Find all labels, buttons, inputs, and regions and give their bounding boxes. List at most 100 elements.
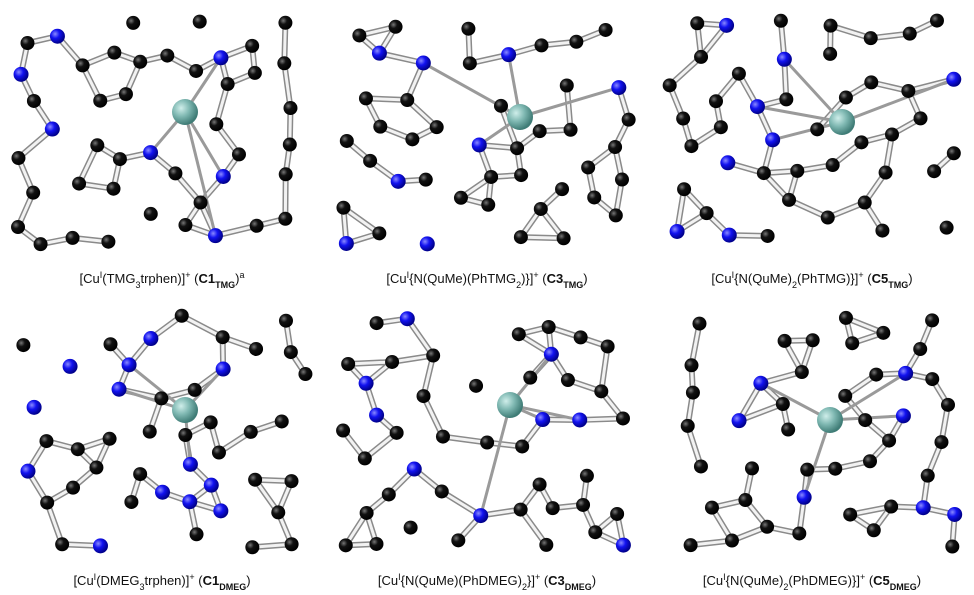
nitrogen-atom — [359, 376, 374, 391]
carbon-atom — [921, 469, 935, 483]
carbon-atom — [845, 336, 859, 350]
nitrogen-atom — [416, 56, 431, 71]
carbon-atom — [188, 383, 202, 397]
carbon-atom — [190, 527, 204, 541]
carbon-atom — [824, 19, 838, 33]
carbon-atom — [810, 122, 824, 136]
carbon-atom — [283, 138, 297, 152]
carbon-atom — [560, 79, 574, 93]
carbon-atom — [609, 208, 623, 222]
caption-part: DMEG — [890, 582, 917, 592]
caption-part: C1 — [203, 573, 220, 588]
carbon-atom — [245, 39, 259, 53]
nitrogen-atom — [50, 29, 65, 44]
carbon-atom — [677, 182, 691, 196]
caption: [CuI(DMEG3trphen)]+ (C1DMEG) — [73, 572, 250, 592]
carbon-atom — [454, 191, 468, 205]
caption-part: {N(QuMe)(PhTMG — [409, 271, 516, 286]
carbon-atom — [800, 463, 814, 477]
caption-part: [Cu — [386, 271, 406, 286]
carbon-atom — [945, 540, 959, 554]
coordination-bond — [481, 405, 510, 516]
nitrogen-atom — [572, 412, 587, 427]
carbon-atom — [126, 16, 140, 30]
carbon-atom — [373, 120, 387, 134]
carbon-atom — [382, 487, 396, 501]
carbon-atom — [925, 372, 939, 386]
carbon-atom — [16, 338, 30, 352]
carbon-atom — [745, 461, 759, 475]
carbon-atom — [275, 414, 289, 428]
copper-atom — [172, 99, 198, 125]
molecule-panel — [11, 15, 297, 252]
carbon-atom — [863, 454, 877, 468]
carbon-atom — [71, 442, 85, 456]
carbon-atom — [279, 167, 293, 181]
nitrogen-atom — [93, 538, 108, 553]
nitrogen-atom — [216, 362, 231, 377]
nitrogen-atom — [947, 507, 962, 522]
caption-part: [Cu — [80, 271, 100, 286]
caption-part: DMEG — [565, 582, 592, 592]
carbon-atom — [738, 493, 752, 507]
carbon-atom — [90, 138, 104, 152]
carbon-atom — [826, 158, 840, 172]
carbon-atom — [372, 226, 386, 240]
carbon-atom — [676, 112, 690, 126]
carbon-atom — [510, 141, 524, 155]
carbon-atom — [901, 84, 915, 98]
caption-part: ) — [246, 573, 250, 588]
molecule-panel — [681, 311, 962, 554]
carbon-atom — [663, 78, 677, 92]
carbon-atom — [20, 36, 34, 50]
carbon-atom — [271, 505, 285, 519]
carbon-atom — [212, 445, 226, 459]
copper-atom — [829, 109, 855, 135]
caption-part: ) — [908, 271, 912, 286]
caption-part: trphen)] — [140, 271, 185, 286]
carbon-atom — [204, 415, 218, 429]
carbon-atom — [385, 355, 399, 369]
caption-part: [Cu — [73, 573, 93, 588]
carbon-atom — [692, 317, 706, 331]
carbon-atom — [107, 182, 121, 196]
carbon-atom — [244, 425, 258, 439]
carbon-atom — [221, 77, 235, 91]
nitrogen-atom — [400, 311, 415, 326]
carbon-atom — [352, 28, 366, 42]
carbon-atom — [463, 56, 477, 70]
nitrogen-atom — [20, 464, 35, 479]
carbon-atom — [360, 506, 374, 520]
carbon-atom — [104, 337, 118, 351]
caption: [CuI{N(QuMe)(PhTMG2)}]+ (C3TMG) — [386, 270, 587, 290]
carbon-atom — [461, 22, 475, 36]
carbon-atom — [601, 339, 615, 353]
nitrogen-atom — [391, 174, 406, 189]
carbon-atom — [103, 432, 117, 446]
carbon-atom — [684, 139, 698, 153]
nitrogen-atom — [916, 500, 931, 515]
nitrogen-atom — [155, 485, 170, 500]
carbon-atom — [940, 221, 954, 235]
carbon-atom — [884, 500, 898, 514]
carbon-atom — [927, 164, 941, 178]
carbon-atom — [581, 160, 595, 174]
copper-atom — [507, 104, 533, 130]
carbon-atom — [370, 316, 384, 330]
carbon-atom — [709, 94, 723, 108]
carbon-atom — [245, 540, 259, 554]
caption-part: (TMG — [102, 271, 135, 286]
carbon-atom — [714, 120, 728, 134]
carbon-atom — [193, 15, 207, 29]
nitrogen-atom — [208, 228, 223, 243]
carbon-atom — [369, 537, 383, 551]
carbon-atom — [622, 113, 636, 127]
carbon-atom — [858, 196, 872, 210]
nitrogen-atom — [14, 67, 29, 82]
nitrogen-atom — [182, 494, 197, 509]
carbon-atom — [278, 16, 292, 30]
carbon-atom — [542, 320, 556, 334]
nitrogen-atom — [63, 359, 78, 374]
molecule-panel — [663, 14, 962, 243]
carbon-atom — [882, 434, 896, 448]
